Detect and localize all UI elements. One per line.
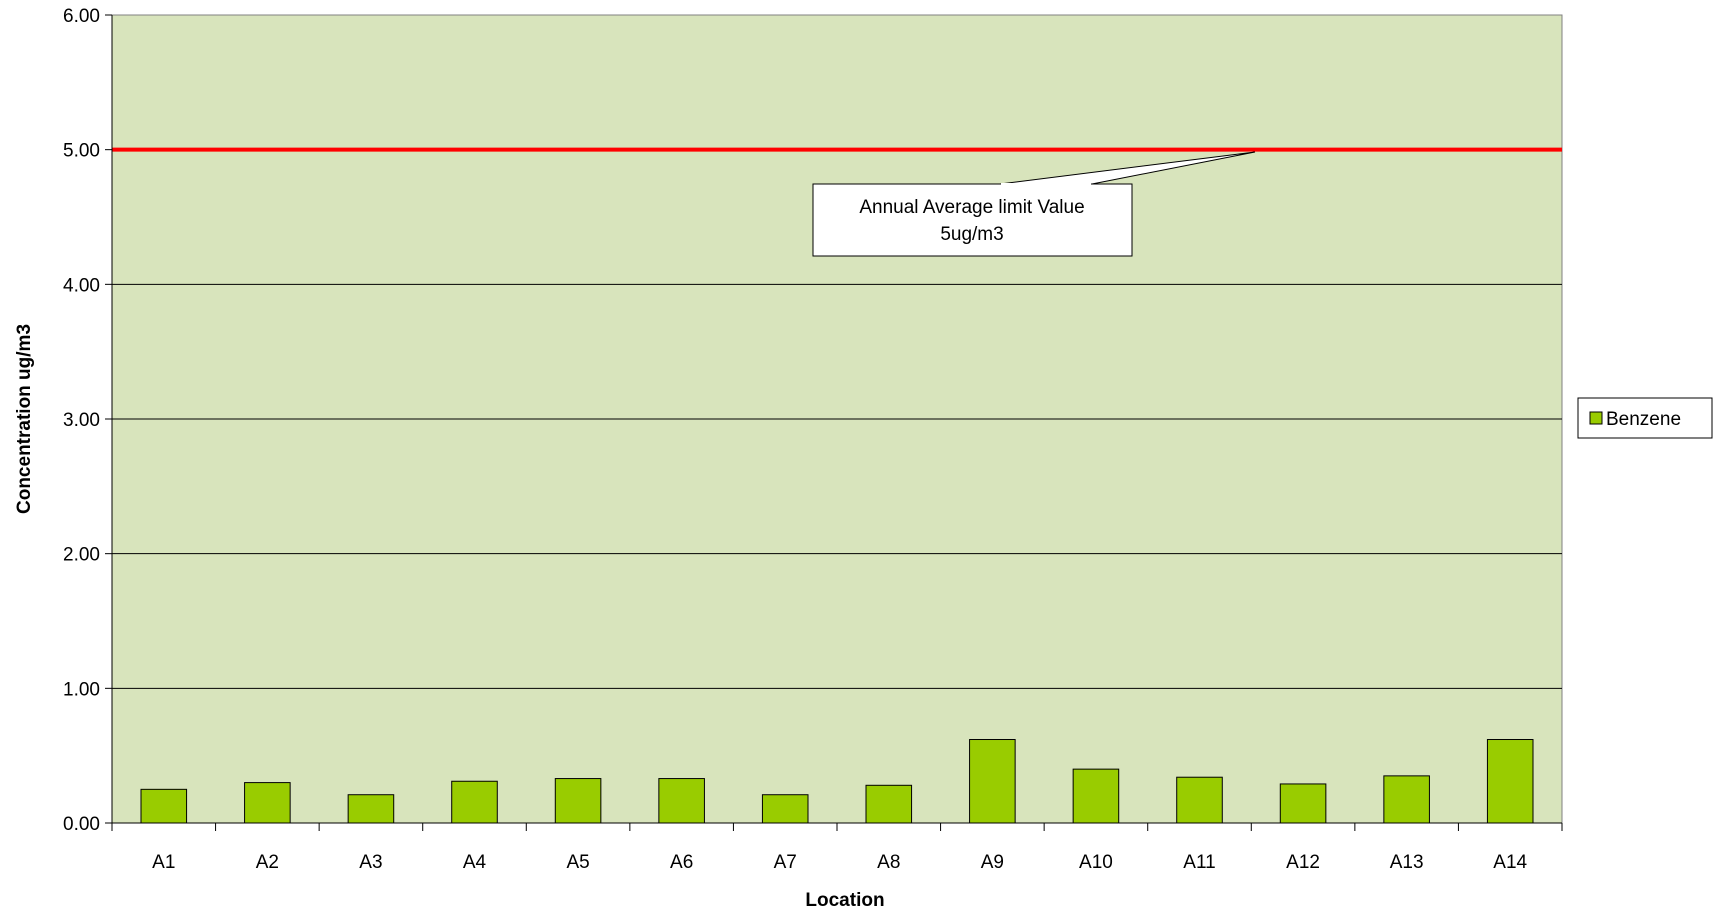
x-tick-labels: A1 A2 A3 A4 A5 A6 A7 A8 A9 A10 A11 A12 A13 A14	[152, 852, 1527, 873]
annotation-line-1: Annual Average limit Value	[859, 197, 1084, 218]
bar	[140, 788, 188, 824]
bar	[451, 780, 498, 824]
x-tick-label: A7	[774, 852, 797, 873]
bar	[658, 778, 705, 824]
callout-pointer	[999, 151, 1256, 185]
legend-label: Benzene	[1606, 409, 1681, 430]
x-tick-label: A10	[1079, 852, 1113, 873]
y-tick-label: 6.00	[63, 6, 100, 27]
x-tick-label: A11	[1183, 852, 1215, 873]
y-tick-labels: 0.00 1.00 2.00 3.00 4.00 5.00 6.00	[63, 6, 100, 835]
bars	[140, 739, 1534, 824]
bar	[865, 784, 913, 824]
x-tick-label: A6	[670, 852, 693, 873]
bar	[1279, 783, 1327, 824]
x-tick-label: A13	[1390, 852, 1424, 873]
y-axis-title: Concentration ug/m3	[14, 324, 35, 514]
bar	[1486, 739, 1534, 824]
y-tick-label: 0.00	[63, 814, 100, 835]
x-tick-label: A4	[463, 852, 487, 873]
legend: Benzene	[1577, 397, 1713, 439]
bar	[969, 739, 1016, 824]
y-tick-label: 2.00	[63, 545, 100, 566]
bar	[347, 794, 395, 824]
axes	[105, 14, 1563, 831]
x-tick-label: A9	[981, 852, 1004, 873]
x-tick-label: A5	[566, 852, 589, 873]
bar	[244, 782, 291, 824]
bar	[1072, 768, 1120, 824]
bar	[1383, 775, 1430, 824]
bar	[761, 794, 809, 824]
y-tick-label: 4.00	[63, 275, 100, 296]
x-tick-label: A3	[359, 852, 382, 873]
x-tick-label: A1	[152, 852, 175, 873]
annotation-line-2: 5ug/m3	[940, 224, 1003, 245]
x-tick-label: A12	[1286, 852, 1320, 873]
callout-box	[812, 183, 1133, 257]
x-tick-label: A8	[877, 852, 900, 873]
y-tick-label: 5.00	[63, 141, 100, 162]
y-tick-label: 3.00	[63, 410, 100, 431]
bar	[554, 778, 602, 824]
legend-swatch	[1589, 411, 1603, 425]
x-tick-label: A14	[1493, 852, 1527, 873]
x-axis-title: Location	[805, 890, 884, 909]
x-tick-label: A2	[256, 852, 279, 873]
annotation-callout: Annual Average limit Value 5ug/m3	[812, 151, 1256, 257]
y-tick-label: 1.00	[63, 679, 100, 700]
bar	[1176, 776, 1223, 824]
